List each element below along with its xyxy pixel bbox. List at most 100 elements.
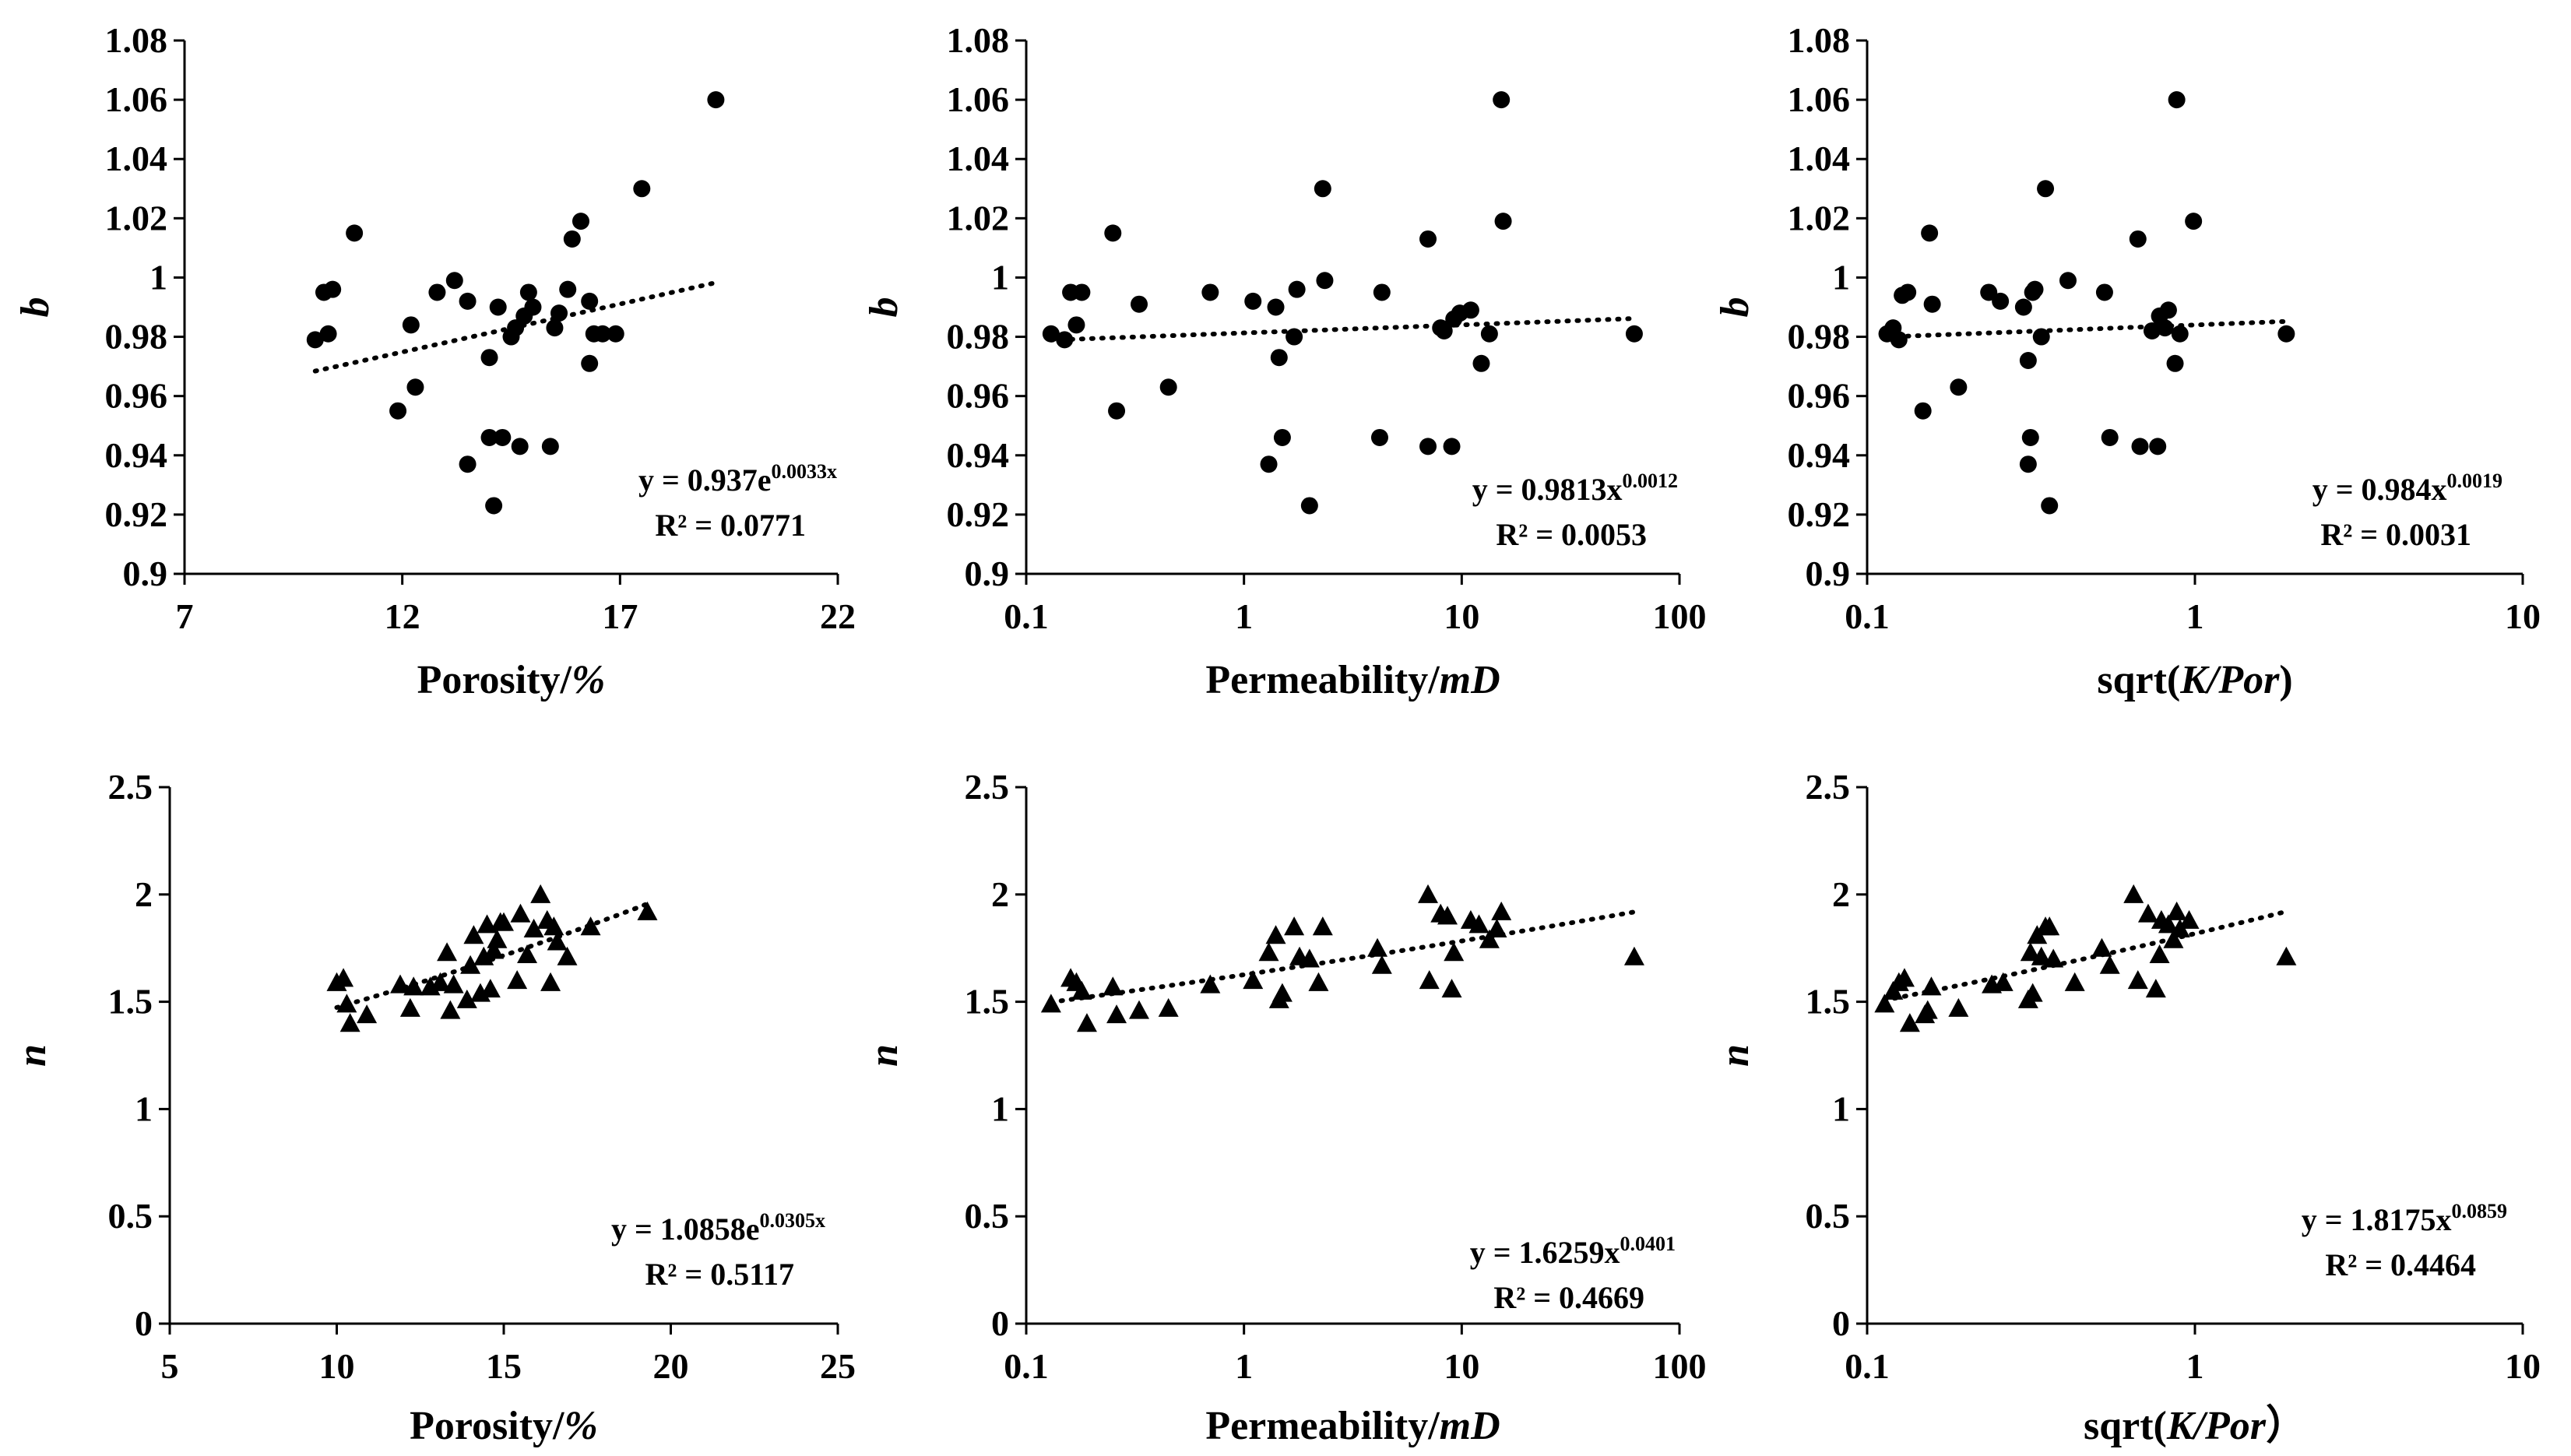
y-tick-label: 1.5 <box>108 982 153 1022</box>
data-point <box>2159 301 2177 319</box>
y-tick-label: 1.04 <box>105 139 168 178</box>
data-point <box>540 972 561 991</box>
data-point <box>557 946 578 965</box>
data-point <box>1243 970 1264 990</box>
data-point <box>2137 903 2158 923</box>
data-point <box>1444 942 1465 962</box>
data-point <box>1418 884 1439 903</box>
data-point <box>1894 968 1915 987</box>
x-tick-label: 10 <box>2505 596 2541 636</box>
data-point <box>1992 292 2010 310</box>
data-point <box>306 331 324 349</box>
data-point <box>1273 428 1291 446</box>
data-point <box>1042 325 1060 343</box>
data-point <box>1244 292 1262 310</box>
data-point <box>1923 295 1941 313</box>
data-point <box>2127 970 2148 990</box>
y-tick-label: 1 <box>149 257 167 297</box>
data-point <box>346 224 364 242</box>
y-tick-label: 0.92 <box>1788 494 1851 534</box>
data-point <box>437 942 458 962</box>
data-point <box>406 378 424 396</box>
data-point <box>440 1000 461 1019</box>
x-tick-label: 7 <box>176 596 194 636</box>
r-squared: R² = 0.5117 <box>645 1257 794 1292</box>
chart-panel-b-porosity: 0.9 0.92 0.94 0.96 0.98 1 1.02 1.04 1.06 1.08 7 12 1… <box>13 20 856 702</box>
data-point <box>1921 224 1939 242</box>
y-tick-label: 0 <box>1832 1303 1850 1343</box>
y-axis-label: n <box>862 1044 906 1067</box>
x-tick-label: 12 <box>385 596 420 636</box>
trend-equation-exponent: 0.0033x <box>772 460 838 483</box>
data-point <box>485 497 503 515</box>
data-point <box>580 916 601 936</box>
data-point <box>1284 916 1305 936</box>
data-point <box>2179 909 2200 929</box>
data-point <box>336 994 357 1013</box>
y-tick-label: 1.06 <box>947 79 1010 119</box>
y-tick-label: 0.96 <box>105 376 168 416</box>
y-tick-label: 1.02 <box>1788 198 1851 237</box>
data-point <box>607 325 624 343</box>
data-point <box>428 283 446 301</box>
data-point <box>1131 295 1148 313</box>
data-point <box>1260 455 1278 473</box>
data-point <box>1491 901 1512 920</box>
data-point <box>2043 948 2064 968</box>
data-point <box>572 213 589 230</box>
x-axis-label: sqrt(K/Por） <box>2084 1403 2306 1448</box>
trend-equation-base: y = 0.937e <box>638 462 772 498</box>
data-point <box>1265 925 1286 944</box>
data-point <box>1493 91 1511 109</box>
y-tick-label: 1.04 <box>1788 139 1851 178</box>
data-point <box>1040 994 1061 1013</box>
data-point <box>524 298 542 316</box>
x-tick-label: 10 <box>319 1346 355 1386</box>
data-point <box>2037 180 2055 198</box>
trend-equation-exponent: 0.0019 <box>2447 470 2503 492</box>
data-point <box>1056 331 1074 349</box>
x-tick-label: 5 <box>161 1346 179 1386</box>
y-tick-label: 0.5 <box>965 1196 1010 1236</box>
trend-equation-base: y = 1.0858e <box>611 1212 760 1247</box>
data-point <box>1486 918 1507 937</box>
data-point <box>581 292 599 310</box>
trend-equation: y = 0.984x0.0019 <box>2312 470 2502 507</box>
data-point <box>633 180 651 198</box>
data-point <box>324 280 342 298</box>
y-tick-label: 1 <box>1832 1088 1850 1128</box>
data-point <box>1917 1000 1938 1019</box>
x-axis-label-text: sqrt( <box>2084 1404 2167 1448</box>
data-point <box>2021 428 2039 446</box>
data-point <box>1104 224 1122 242</box>
data-point <box>1108 402 1126 420</box>
trend-equation-base: y = 0.9813x <box>1472 472 1623 507</box>
data-point <box>2020 942 2041 962</box>
data-point <box>443 974 464 994</box>
x-axis-label-italic: % <box>572 658 605 702</box>
data-point <box>2039 916 2060 936</box>
data-point <box>550 304 568 322</box>
data-point <box>460 955 481 974</box>
y-tick-label: 1 <box>991 257 1009 297</box>
data-point <box>2149 438 2167 455</box>
data-point <box>489 298 507 316</box>
data-point <box>2101 428 2119 446</box>
data-point <box>1992 972 2014 991</box>
data-point <box>1316 272 1334 290</box>
trend-equation-base: y = 0.984x <box>2312 472 2447 507</box>
y-tick-label: 0.94 <box>105 435 168 475</box>
y-tick-label: 1.04 <box>947 139 1010 178</box>
y-tick-label: 0.92 <box>105 494 168 534</box>
y-tick-label: 0.94 <box>947 435 1010 475</box>
data-point <box>2059 272 2077 290</box>
y-tick-label: 0.5 <box>1806 1196 1851 1236</box>
data-point <box>1437 906 1458 925</box>
data-point <box>519 283 537 301</box>
data-point <box>333 968 354 987</box>
data-point <box>2129 230 2147 248</box>
data-point <box>2185 213 2203 230</box>
y-tick-label: 0.9 <box>965 554 1010 593</box>
data-point <box>581 354 599 372</box>
data-point <box>1461 301 1479 319</box>
